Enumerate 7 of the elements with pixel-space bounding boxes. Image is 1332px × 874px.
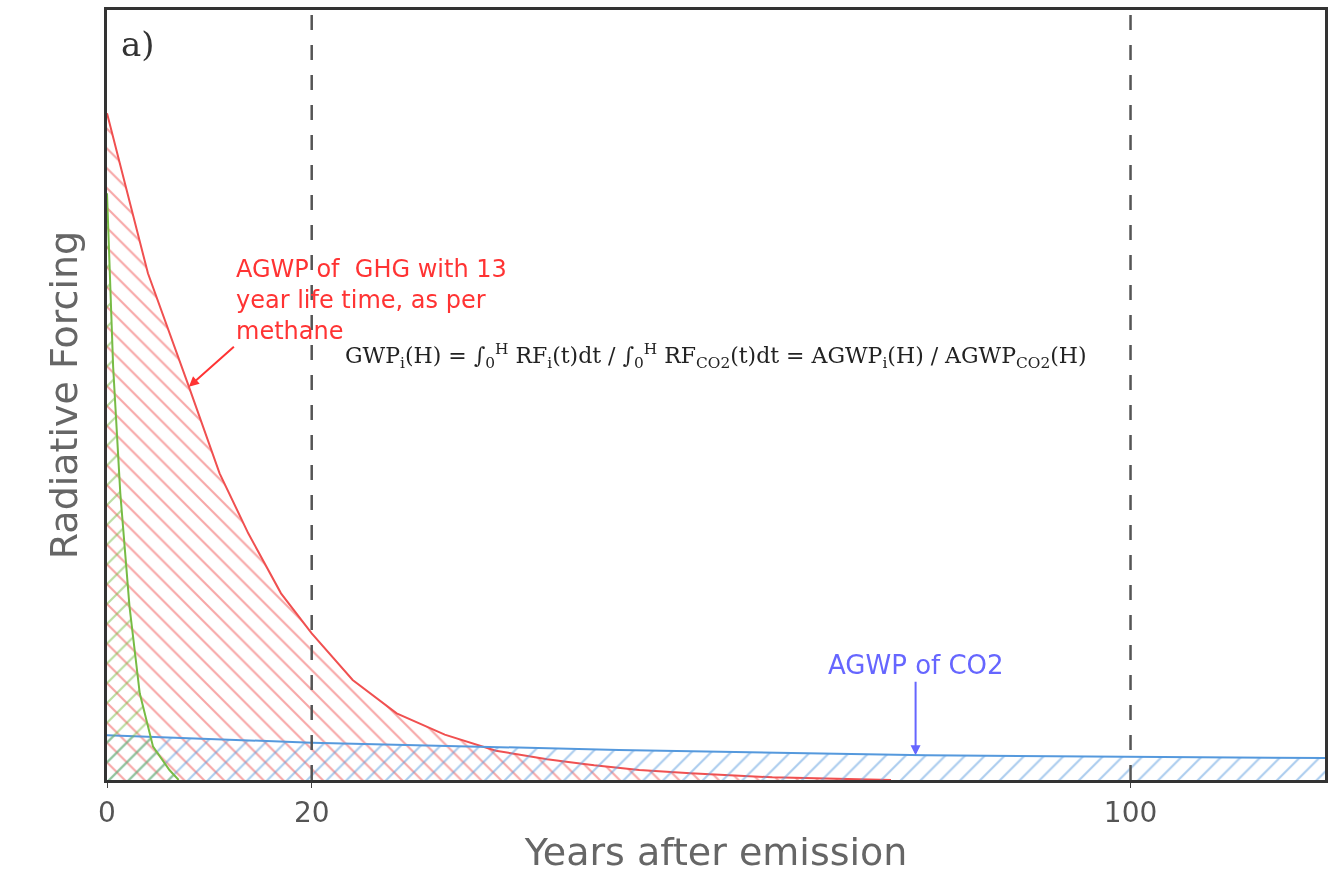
y-axis-title: Radiative Forcing bbox=[42, 230, 87, 560]
annotation: AGWP of CO2 bbox=[828, 650, 1004, 680]
x-tick-label: 20 bbox=[293, 795, 330, 829]
x-tick-label: 100 bbox=[1103, 795, 1158, 829]
text: a) bbox=[121, 24, 155, 64]
x-axis-title: Years after emission bbox=[523, 830, 908, 874]
x-tick-label: 0 bbox=[98, 795, 116, 829]
